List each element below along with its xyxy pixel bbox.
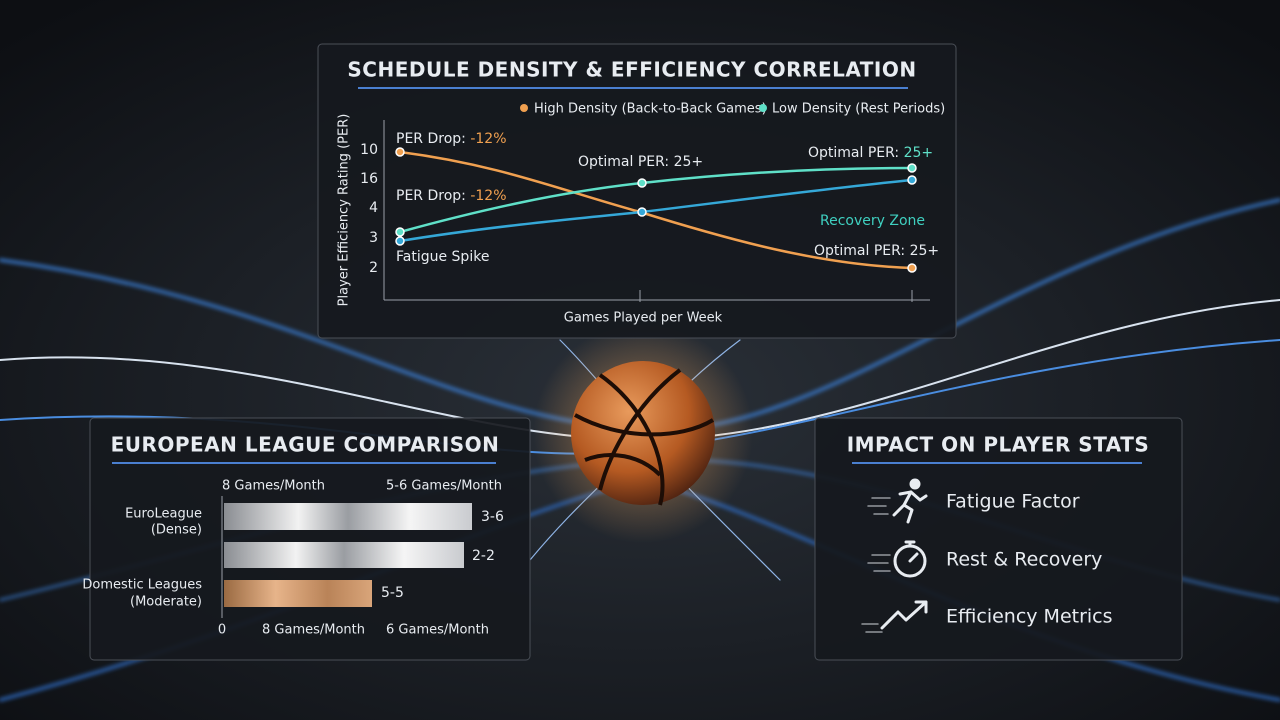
basketball xyxy=(571,361,715,506)
annotation-highlight: -12% xyxy=(470,131,506,147)
legend-label: High Density (Back-to-Back Games) xyxy=(534,102,767,117)
legend-swatch xyxy=(520,104,528,112)
trend-icon xyxy=(861,600,928,633)
annotation-highlight: -12% xyxy=(470,188,506,204)
point xyxy=(395,227,405,237)
point xyxy=(637,178,647,188)
y-tick-label: 10 xyxy=(360,142,378,158)
axis-label: 8 Games/Month xyxy=(262,623,365,638)
annotation-text: PER Drop: xyxy=(396,131,466,147)
y-tick-label: 4 xyxy=(369,200,378,216)
bar xyxy=(224,580,372,607)
panel-title: SCHEDULE DENSITY & EFFICIENCY CORRELATIO… xyxy=(347,58,916,82)
annotation-highlight: 25+ xyxy=(904,145,934,161)
row-label: (Dense) xyxy=(151,523,202,538)
annotation: Recovery Zone xyxy=(820,213,925,229)
bar-label: 3-6 xyxy=(481,509,504,525)
runner-icon xyxy=(867,478,928,524)
bar xyxy=(224,542,464,568)
legend-swatch xyxy=(759,104,767,112)
panel-title: IMPACT ON PLAYER STATS xyxy=(847,433,1150,457)
point xyxy=(637,207,647,217)
point xyxy=(907,175,917,185)
stopwatch-icon xyxy=(867,540,927,578)
row-label: Domestic Leagues xyxy=(82,578,202,593)
axis-label: 0 xyxy=(218,623,226,638)
bar-label: 5-5 xyxy=(381,585,404,601)
annotation-text: PER Drop: xyxy=(396,188,466,204)
annotation: Optimal PER: 25+ xyxy=(578,154,703,170)
point xyxy=(907,163,917,173)
y-axis-label: Player Efficiency Rating (PER) xyxy=(337,114,352,307)
annotation: PER Drop: -12% xyxy=(396,188,507,204)
y-tick-label: 3 xyxy=(369,230,378,246)
row-label: (Moderate) xyxy=(130,595,202,610)
annotation: Fatigue Spike xyxy=(396,249,489,265)
annotation: Optimal PER: 25+ xyxy=(808,145,933,161)
y-tick-label: 2 xyxy=(369,260,378,276)
point xyxy=(395,236,405,246)
legend-label: Low Density (Rest Periods) xyxy=(772,102,945,117)
column-header: 8 Games/Month xyxy=(222,479,325,494)
impact-item: Rest & Recovery xyxy=(946,549,1102,571)
league-panel xyxy=(89,417,531,661)
y-tick-label: 16 xyxy=(360,171,378,187)
bar-label: 2-2 xyxy=(472,548,495,564)
annotation: PER Drop: -12% xyxy=(396,131,507,147)
impact-item: Fatigue Factor xyxy=(946,491,1080,513)
row-label: EuroLeague xyxy=(125,507,202,522)
axis-label: 6 Games/Month xyxy=(386,623,489,638)
annotation-text: Optimal PER: xyxy=(808,145,899,161)
panel-title: EUROPEAN LEAGUE COMPARISON xyxy=(111,433,500,457)
point xyxy=(907,263,917,273)
x-axis-label: Games Played per Week xyxy=(564,311,723,326)
correlation-panel xyxy=(317,43,957,339)
annotation: Optimal PER: 25+ xyxy=(814,243,939,259)
impact-item: Efficiency Metrics xyxy=(946,606,1113,628)
point xyxy=(395,147,405,157)
bar xyxy=(224,503,472,530)
column-header: 5-6 Games/Month xyxy=(386,479,502,494)
impact-panel xyxy=(814,417,1183,661)
